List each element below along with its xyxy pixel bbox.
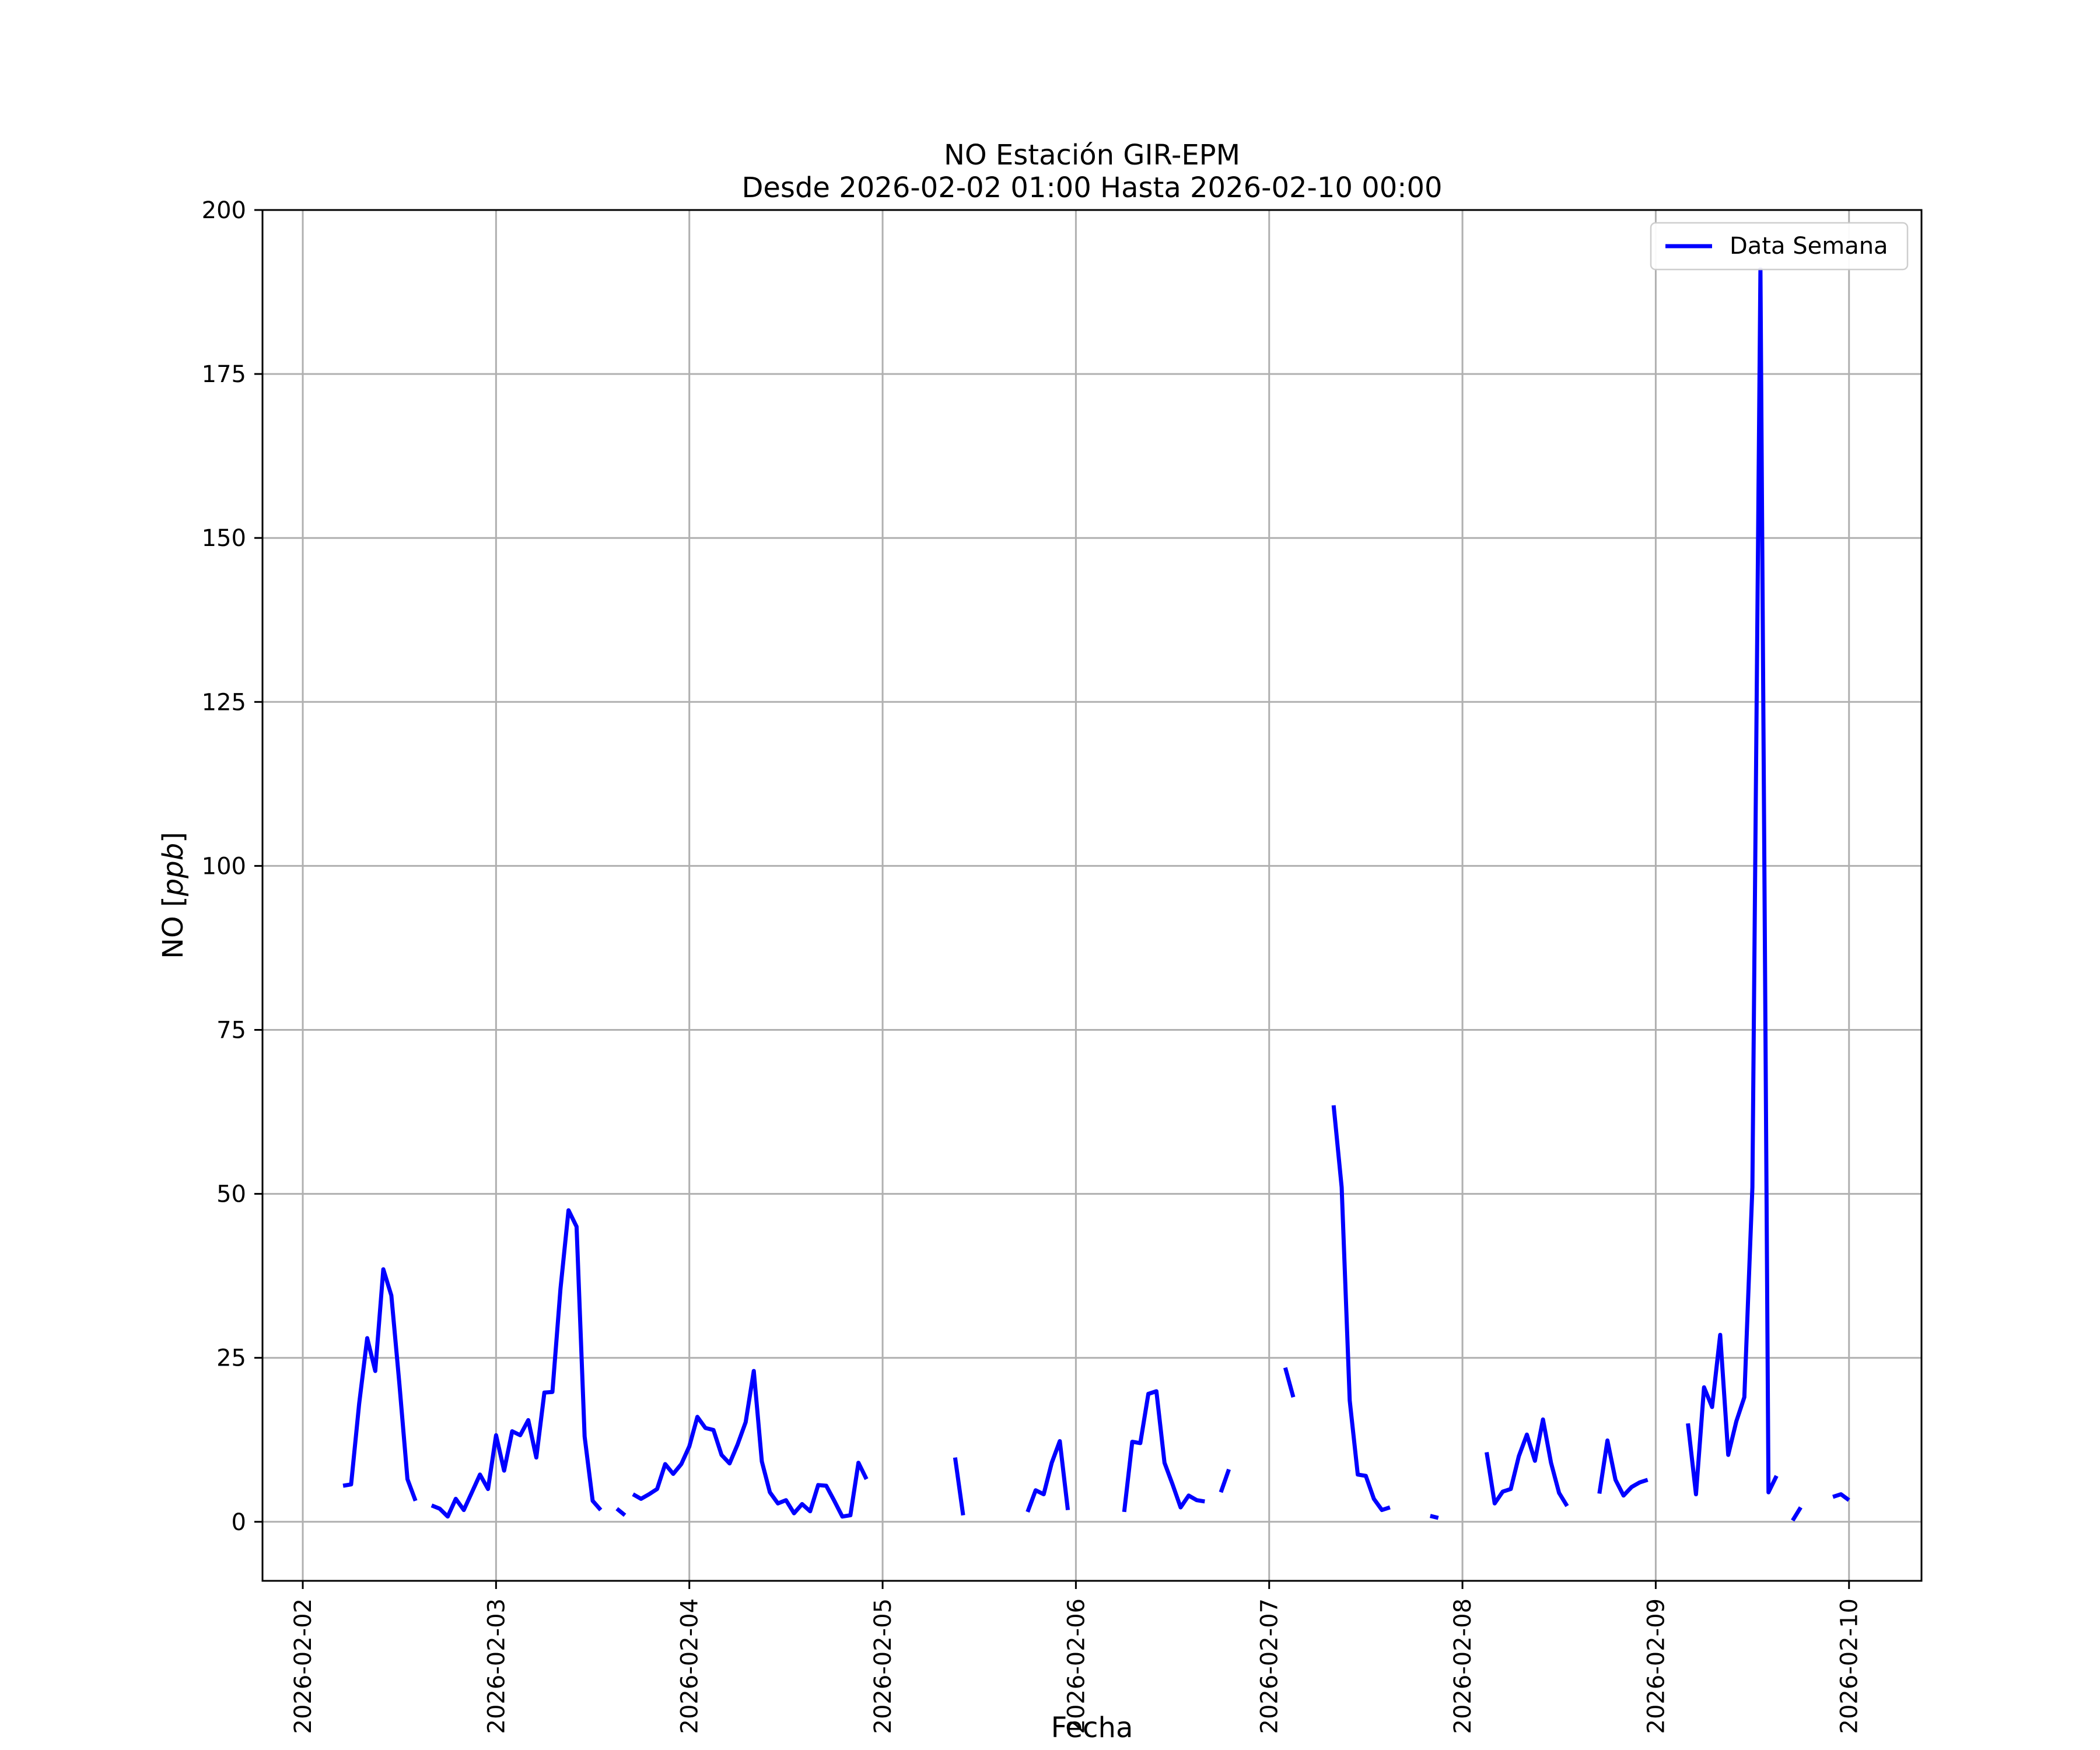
x-tick-label: 2026-02-02 [290,1598,317,1734]
chart-subtitle: Desde 2026-02-02 01:00 Hasta 2026-02-10 … [741,172,1442,204]
series-line-segment [1219,1468,1231,1493]
y-tick-label: 175 [202,361,246,388]
y-axis-label-unit: ppb [157,843,190,897]
series-line-segment [1686,267,1779,1497]
y-tick-label: 50 [216,1181,246,1208]
series-line-segment [1331,1105,1391,1513]
x-axis: 2026-02-02 2026-02-03 2026-02-04 2026-02-05… [290,1581,1863,1734]
y-tick-label: 25 [216,1345,246,1372]
series-data-semana [342,267,1850,1522]
legend-box [1650,222,1909,271]
legend: Data Semana [1650,222,1909,271]
x-tick-label: 2026-02-05 [870,1598,897,1734]
series-line-segment [953,1457,965,1516]
x-tick-label: 2026-02-07 [1256,1598,1283,1734]
series-line-segment [1122,1389,1205,1513]
y-axis-label: NO [ppb] [157,832,190,959]
x-tick-label: 2026-02-09 [1643,1598,1670,1734]
series-line-segment [1283,1367,1296,1398]
x-tick-label: 2026-02-08 [1450,1598,1476,1734]
y-axis: 0 25 50 75 100 125 150 175 200 [202,197,262,1536]
series-line-segment [615,1507,626,1517]
series-line-segment [1597,1438,1648,1498]
x-tick-label: 2026-02-04 [677,1598,704,1734]
series-line-segment [1791,1506,1803,1522]
y-tick-label: 125 [202,689,246,716]
series-line-segment [1832,1492,1850,1502]
y-tick-label: 100 [202,853,246,880]
x-tick-label: 2026-02-10 [1836,1598,1863,1734]
y-tick-label: 75 [216,1017,246,1044]
plot-frame [261,209,1923,1582]
x-tick-label: 2026-02-03 [483,1598,510,1734]
series-line-segment [1026,1439,1070,1513]
y-tick-label: 0 [232,1509,246,1536]
y-axis-label-main: NO [ [157,896,190,959]
y-tick-label: 200 [202,197,246,224]
legend-label: Data Semana [1730,233,1888,260]
series-line-segment [632,1368,869,1519]
series-line-segment [342,1267,418,1502]
x-axis-label: Fecha [1051,1712,1133,1744]
y-axis-label-close: ] [157,832,190,843]
x-tick-label: 2026-02-06 [1063,1598,1090,1734]
series-line-segment [1485,1417,1569,1507]
y-tick-label: 150 [202,525,246,552]
chart-title: NO Estación GIR-EPM [944,139,1240,172]
series-line-segment [430,1208,603,1519]
series-line-segment [1429,1514,1439,1520]
